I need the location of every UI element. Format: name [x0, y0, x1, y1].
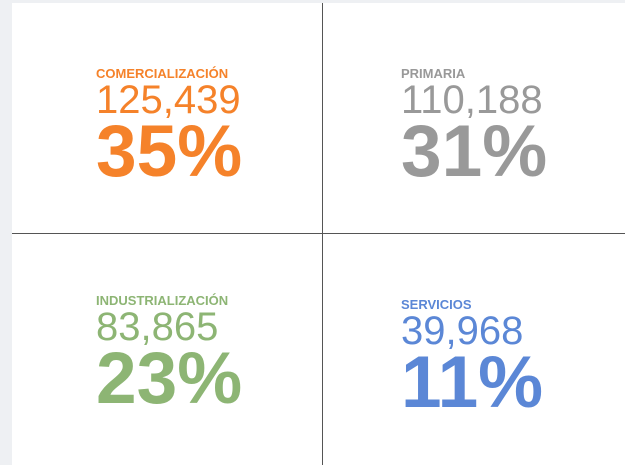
stat-label: COMERCIALIZACIÓN: [96, 66, 229, 81]
stat-percent: 11%: [401, 342, 544, 423]
stat-label: PRIMARIA: [401, 66, 466, 81]
stat-percent: 23%: [96, 338, 243, 419]
stat-count: 110,188: [401, 78, 543, 122]
stat-count: 39,968: [401, 309, 524, 353]
divider: [322, 3, 323, 465]
stat-percent: 35%: [96, 111, 243, 192]
stat-label: SERVICIOS: [401, 297, 472, 312]
stat-percent: 31%: [401, 111, 548, 192]
stat-count: 83,865: [96, 305, 219, 349]
stat-panel: COMERCIALIZACIÓN 125,439 35%: [96, 66, 243, 192]
stat-count: 125,439: [96, 78, 241, 122]
stat-panel: INDUSTRIALIZACIÓN 83,865 23%: [96, 293, 243, 419]
divider: [12, 233, 625, 234]
stat-label: INDUSTRIALIZACIÓN: [96, 293, 229, 308]
stat-grid: COMERCIALIZACIÓN 125,439 35% PRIMARIA 110,18…: [12, 3, 625, 465]
stat-panel: SERVICIOS 39,968 11%: [401, 297, 544, 423]
stat-panel: PRIMARIA 110,188 31%: [401, 66, 548, 192]
